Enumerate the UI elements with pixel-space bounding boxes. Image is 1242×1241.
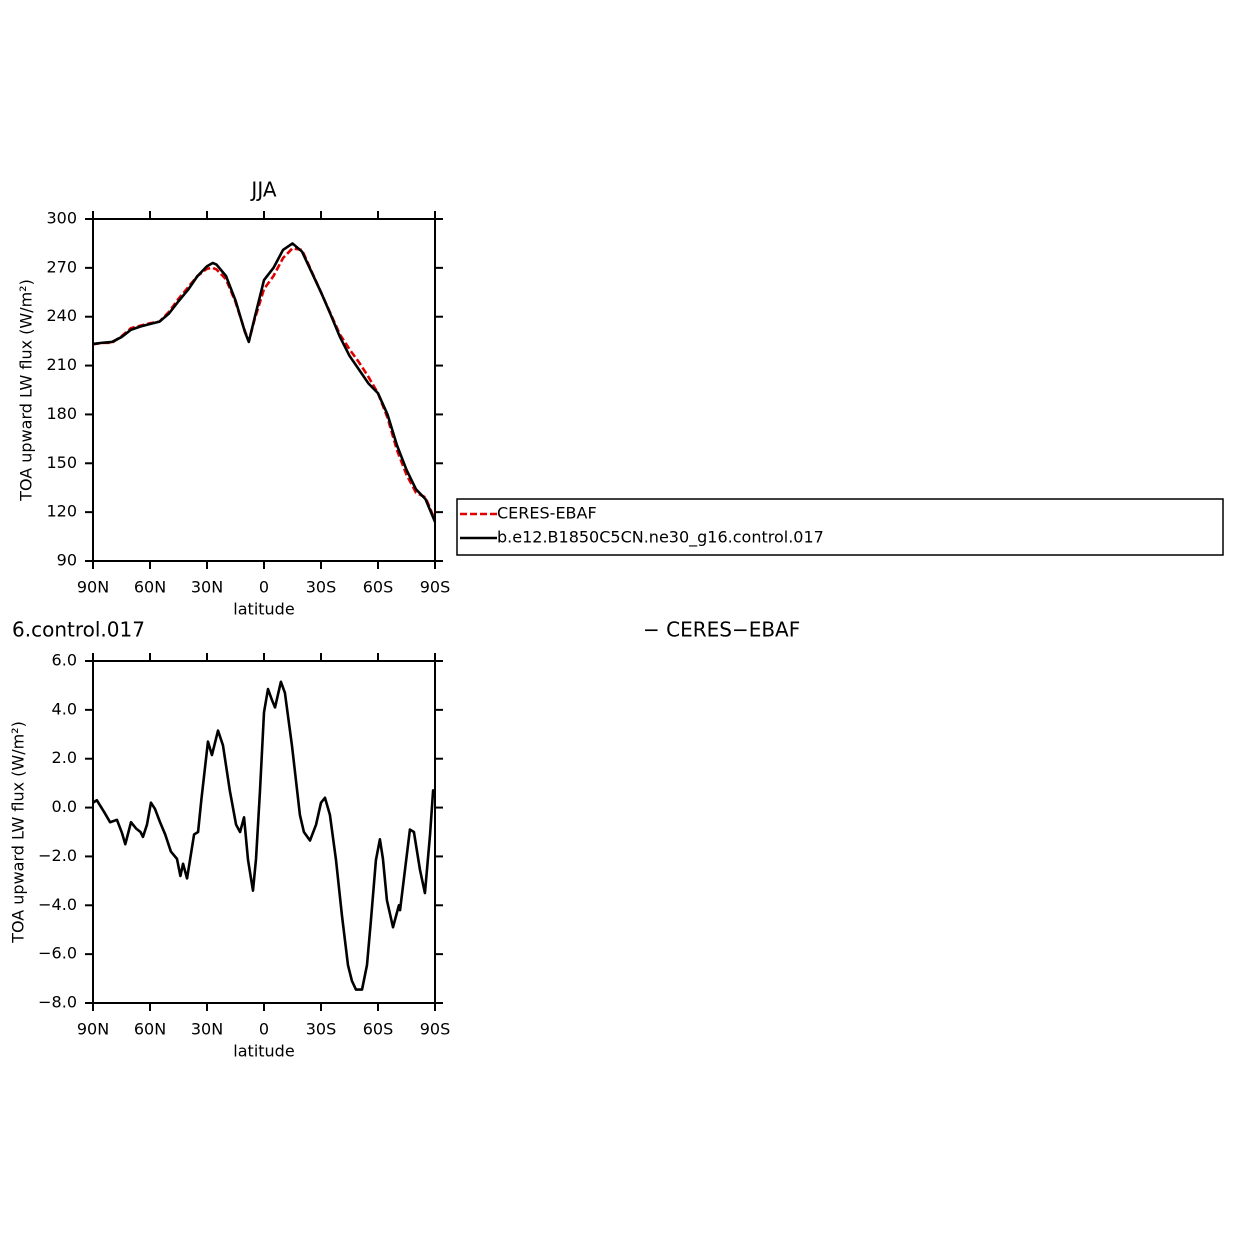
y-tick-label: 2.0 — [52, 748, 77, 767]
chart-title: JJA — [249, 178, 276, 202]
y-tick-label: −6.0 — [38, 944, 77, 963]
y-tick-label: 210 — [46, 355, 77, 374]
y-tick-label: 0.0 — [52, 797, 77, 816]
y-tick-label: 240 — [46, 306, 77, 325]
x-axis-label: latitude — [233, 1042, 294, 1061]
x-tick-label: 60S — [363, 1020, 394, 1039]
chart-title-right: − CERES−EBAF — [643, 618, 800, 642]
y-tick-label: −4.0 — [38, 895, 77, 914]
x-tick-label: 30S — [306, 578, 337, 597]
y-tick-label: 90 — [57, 551, 77, 570]
x-tick-label: 30S — [306, 1020, 337, 1039]
plot-frame — [92, 660, 436, 1004]
legend-box — [456, 498, 1224, 556]
legend-label: b.e12.B1850C5CN.ne30_g16.control.017 — [497, 528, 824, 548]
x-tick-label: 90N — [77, 578, 109, 597]
x-axis-label: latitude — [233, 600, 294, 619]
y-tick-label: 120 — [46, 502, 77, 521]
y-tick-label: −2.0 — [38, 846, 77, 865]
y-tick-label: 300 — [46, 209, 77, 228]
x-tick-label: 90S — [420, 1020, 451, 1039]
chart-title-left: 6.control.017 — [12, 618, 145, 642]
y-tick-label: 6.0 — [52, 651, 77, 670]
data-line — [92, 680, 435, 991]
x-tick-label: 0 — [259, 1020, 269, 1039]
y-axis-label: TOA upward LW flux (W/m²) — [9, 721, 28, 944]
plot-frame — [92, 218, 436, 562]
x-tick-label: 90S — [420, 578, 451, 597]
x-tick-label: 0 — [259, 578, 269, 597]
x-tick-label: 60N — [134, 578, 166, 597]
y-tick-label: 180 — [46, 404, 77, 423]
y-tick-label: 4.0 — [52, 699, 77, 718]
legend-label: CERES-EBAF — [497, 504, 597, 523]
data-line — [92, 242, 437, 523]
x-tick-label: 60S — [363, 578, 394, 597]
x-tick-label: 30N — [191, 1020, 223, 1039]
x-tick-label: 60N — [134, 1020, 166, 1039]
y-tick-label: −8.0 — [38, 993, 77, 1012]
y-tick-label: 270 — [46, 257, 77, 276]
x-tick-label: 90N — [77, 1020, 109, 1039]
x-tick-label: 30N — [191, 578, 223, 597]
y-axis-label: TOA upward LW flux (W/m²) — [17, 279, 36, 502]
y-tick-label: 150 — [46, 453, 77, 472]
